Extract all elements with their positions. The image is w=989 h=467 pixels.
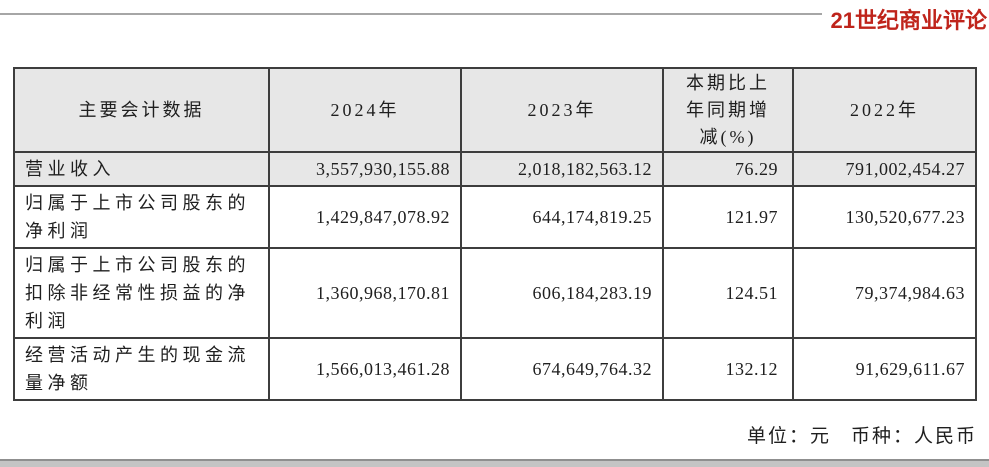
value-change-pct: 124.51	[662, 247, 794, 339]
header-2024: 2024年	[268, 67, 462, 153]
value-change-pct: 76.29	[662, 151, 794, 187]
value-change-pct: 121.97	[662, 185, 794, 249]
value-2022: 91,629,611.67	[792, 337, 977, 401]
brand-logo: 21世纪商业评论	[830, 8, 987, 33]
value-change-pct: 132.12	[662, 337, 794, 401]
header-2023: 2023年	[460, 67, 664, 153]
horizontal-scrollbar[interactable]	[0, 459, 989, 467]
value-2024: 1,429,847,078.92	[268, 185, 462, 249]
header-2022: 2022年	[792, 67, 977, 153]
header-change-pct: 本期比上 年同期增 减(%)	[662, 67, 794, 153]
unit-currency-note: 单位：元 币种：人民币	[747, 421, 977, 448]
currency-label: 币种：人民币	[850, 426, 977, 447]
row-label: 营业收入	[13, 151, 270, 187]
table-row-operating-cash-flow: 经营活动产生的现金流量净额 1,566,013,461.28 674,649,7…	[13, 337, 977, 401]
value-2023: 2,018,182,563.12	[460, 151, 664, 187]
row-label: 经营活动产生的现金流量净额	[13, 337, 270, 401]
value-2024: 1,566,013,461.28	[268, 337, 462, 401]
value-2023: 674,649,764.32	[460, 337, 664, 401]
value-2022: 791,002,454.27	[792, 151, 977, 187]
value-2022: 79,374,984.63	[792, 247, 977, 339]
value-2022: 130,520,677.23	[792, 185, 977, 249]
header-divider-rule	[0, 13, 822, 15]
row-label: 归属于上市公司股东的净利润	[13, 185, 270, 249]
value-2024: 1,360,968,170.81	[268, 247, 462, 339]
row-label: 归属于上市公司股东的扣除非经常性损益的净利润	[13, 247, 270, 339]
value-2023: 644,174,819.25	[460, 185, 664, 249]
value-2023: 606,184,283.19	[460, 247, 664, 339]
unit-label: 单位：元	[746, 426, 831, 447]
table-row-net-profit-excl-nonrecurring: 归属于上市公司股东的扣除非经常性损益的净利润 1,360,968,170.81 …	[13, 247, 977, 339]
financial-data-table: 主要会计数据 2024年 2023年 本期比上 年同期增 减(%) 2022年 …	[13, 67, 977, 401]
table-row-net-profit: 归属于上市公司股东的净利润 1,429,847,078.92 644,174,8…	[13, 185, 977, 249]
header-metric: 主要会计数据	[13, 67, 270, 153]
table-row-revenue: 营业收入 3,557,930,155.88 2,018,182,563.12 7…	[13, 151, 977, 187]
value-2024: 3,557,930,155.88	[268, 151, 462, 187]
table-header-row: 主要会计数据 2024年 2023年 本期比上 年同期增 减(%) 2022年	[13, 67, 977, 153]
